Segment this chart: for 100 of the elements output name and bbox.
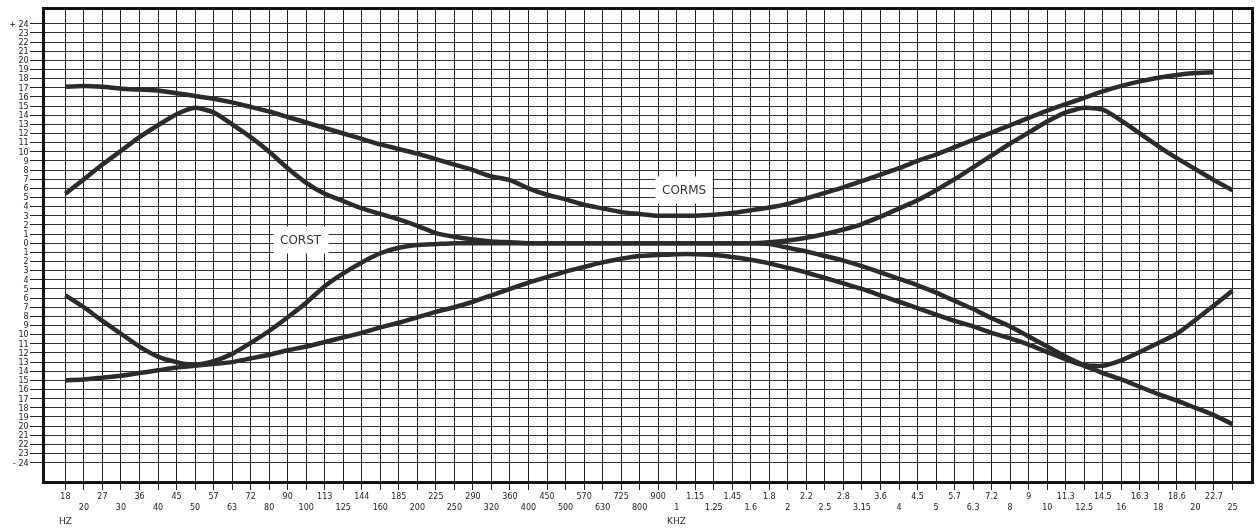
x-tick-label: 12.5 [1075,502,1094,512]
y-tick-label: 13 [18,120,29,130]
y-tick-label: + 24 [9,19,29,29]
x-tick-label: 45 [171,492,182,502]
x-tick-label: 40 [152,502,164,512]
x-tick-label: 36 [134,492,145,502]
x-tick-label: 20 [78,502,89,512]
y-tick-label: 12 [18,348,29,358]
x-tick-label: 18 [1153,502,1164,512]
y-tick-label: 4 [23,202,29,212]
x-tick-label: 18 [60,492,71,502]
y-tick-label: 1 [23,248,29,258]
x-tick-label: 7.2 [985,492,999,502]
x-tick-label: 100 [298,502,314,512]
x-tick-label: 320 [483,502,500,512]
x-tick-label: 570 [576,492,592,502]
y-tick-label: 3 [23,266,29,276]
x-tick-label: 144 [354,492,370,502]
x-tick-label: 900 [650,492,666,502]
x-tick-label: 90 [282,492,293,502]
x-tick-label: 725 [613,492,629,502]
x-tick-label: 225 [428,492,444,502]
y-tick-label: 14 [18,367,29,377]
x-tick-label: 6.3 [966,502,980,512]
text: HZ [59,516,72,526]
y-tick-label: 9 [23,156,29,166]
x-tick-label: 16 [1116,502,1127,512]
x-tick-label: 9 [1026,492,1032,502]
y-tick-label: 19 [18,65,29,75]
y-tick-label: 3 [23,211,29,221]
x-tick-label: 57 [208,492,219,502]
x-tick-label: 18.6 [1167,492,1186,502]
y-tick-label: 22 [18,440,29,450]
y-tick-label: 18 [18,403,29,413]
y-tick-label: 10 [18,147,29,157]
x-tick-label: 3.6 [874,492,887,502]
y-tick-label: 17 [18,394,29,404]
x-tick-label: 125 [335,502,351,512]
x-tick-label: 22.7 [1205,492,1223,502]
x-tick-label: 2.5 [818,502,832,512]
x-tick-label: 360 [502,492,518,502]
y-tick-label: 8 [23,165,29,175]
y-tick-label: 20 [18,421,29,431]
x-tick-label: 113 [317,492,333,502]
y-tick-label: 13 [18,357,29,367]
x-tick-label: 14.5 [1093,492,1112,502]
y-tick-label: 21 [18,431,29,441]
y-tick-label: - 24 [13,458,29,468]
y-tick-label: 8 [23,312,29,322]
x-tick-label: 5 [933,502,939,512]
x-tick-label: 11.3 [1056,492,1075,502]
x-tick-label: 1.6 [744,502,758,512]
x-tick-label: 80 [264,502,275,512]
y-tick-label: 6 [23,293,29,303]
y-tick-label: 15 [18,376,29,386]
y-tick-label: 16 [18,385,29,395]
text: KHZ [667,516,686,526]
y-tick-label: 19 [18,412,29,422]
x-tick-label: 630 [594,502,611,512]
y-tick-label: 2 [23,220,29,230]
x-tick-label: 10 [1042,502,1053,512]
y-tick-label: 2 [23,257,29,267]
annotation: CORMS [662,183,707,197]
x-tick-label: 1.8 [762,492,776,502]
y-tick-label: 14 [18,110,29,120]
x-tick-label: 1 [674,502,680,512]
x-tick-label: 1.45 [723,492,742,502]
x-tick-label: 4 [896,502,902,512]
y-tick-label: 4 [23,275,29,285]
x-tick-label: 450 [539,492,555,502]
x-tick-label: 400 [520,502,537,512]
x-tick-label: 290 [465,492,481,502]
y-tick-label: 15 [18,101,29,111]
x-tick-label: 500 [557,502,574,512]
x-tick-label: 185 [391,492,407,502]
y-tick-label: 7 [23,174,29,184]
x-tick-label: 3.15 [853,502,871,512]
y-tick-label: 23 [18,449,29,459]
y-tick-label: 5 [23,284,29,294]
y-tick-label: 0 [23,239,29,249]
x-tick-label: 250 [446,502,463,512]
x-tick-label: 800 [632,502,648,512]
x-tick-label: 200 [409,502,425,512]
x-tick-label: 27 [97,492,108,502]
y-tick-label: 10 [18,330,29,340]
x-tick-label: 5.7 [948,492,961,502]
y-tick-label: 6 [23,184,29,194]
y-tick-label: 11 [18,138,29,148]
y-tick-label: 1 [23,229,29,239]
x-tick-label: 63 [227,502,238,512]
x-tick-label: 2.8 [837,492,850,502]
x-tick-label: 2.2 [800,492,813,502]
x-tick-label: 8 [1007,502,1013,512]
x-tick-label: 1.25 [704,502,723,512]
x-tick-label: 160 [372,502,388,512]
y-tick-label: 5 [23,193,29,203]
y-tick-label: 18 [18,74,29,84]
y-tick-label: 9 [23,321,29,331]
y-tick-label: 20 [18,56,29,66]
x-tick-label: 25 [1227,502,1238,512]
